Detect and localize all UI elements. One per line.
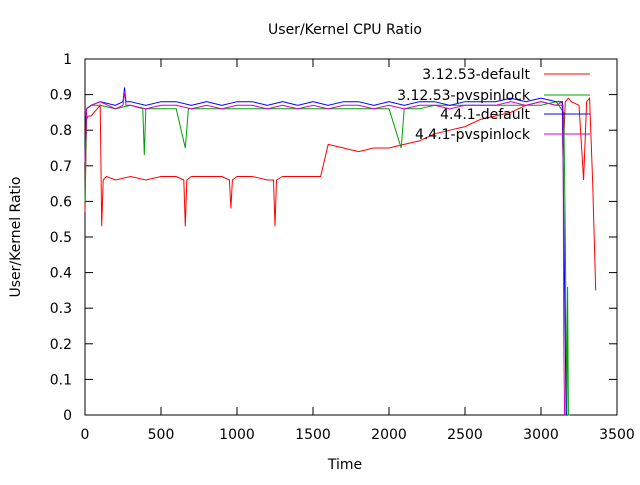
legend: 3.12.53-default 3.12.53-pvspinlock 4.4.1-d… [397, 67, 590, 143]
y-tick-label: 1 [63, 52, 72, 68]
x-tick-label: 500 [148, 427, 175, 443]
y-tick-label: 0.6 [50, 194, 72, 210]
x-tick-label: 2000 [371, 427, 407, 443]
y-tick-label: 0.3 [50, 301, 72, 317]
x-tick-label: 3000 [523, 427, 559, 443]
legend-label-4: 4.4.1-pvspinlock [415, 127, 531, 143]
y-tick-label: 0.8 [50, 123, 72, 139]
x-axis-label: Time [327, 457, 362, 473]
y-tick-label: 0.4 [50, 266, 72, 282]
y-tick-label: 0.2 [50, 337, 72, 353]
legend-label-2: 3.12.53-pvspinlock [397, 88, 531, 104]
y-tick-label: 0.9 [50, 88, 72, 104]
y-axis-label: User/Kernel Ratio [8, 176, 24, 297]
series-group [84, 87, 597, 416]
y-tick-label: 0.7 [50, 159, 72, 175]
axes: 0 0.1 0.2 0.3 0.4 0.5 0.6 0.7 0.8 0.9 1 0 500 1000 150… [50, 52, 635, 443]
plot-frame [84, 58, 618, 416]
x-tick-label: 0 [81, 427, 90, 443]
legend-label-1: 3.12.53-default [422, 67, 530, 83]
x-tick-label: 2500 [447, 427, 483, 443]
y-tick-label: 0.1 [50, 372, 72, 388]
y-tick-label: 0 [63, 408, 72, 424]
x-tick-label: 1500 [295, 427, 331, 443]
x-tick-label: 1000 [219, 427, 255, 443]
y-tick-label: 0.5 [50, 230, 72, 246]
x-tick-label: 3500 [599, 427, 635, 443]
chart-title: User/Kernel CPU Ratio [268, 22, 422, 38]
series-line-4 [84, 90, 566, 416]
legend-label-3: 4.4.1-default [440, 107, 530, 123]
